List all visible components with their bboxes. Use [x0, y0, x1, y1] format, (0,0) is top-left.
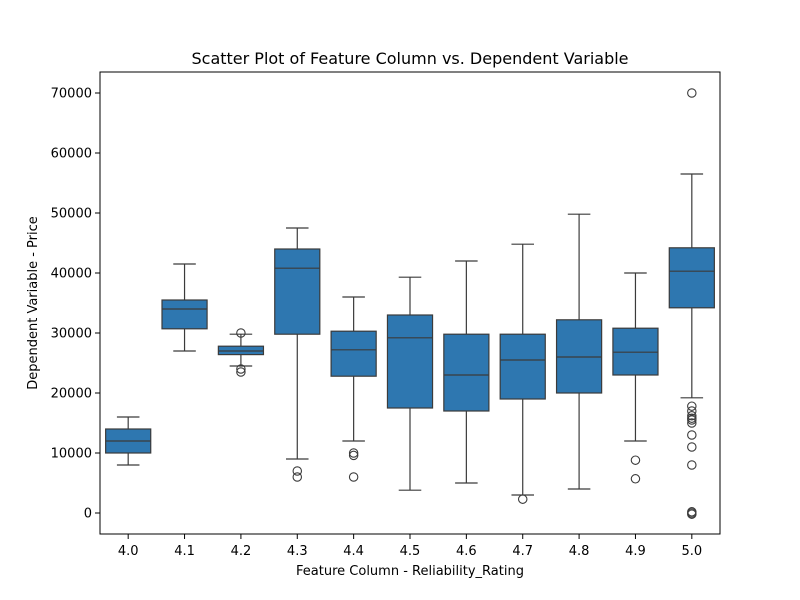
- outlier-point: [687, 509, 697, 519]
- outlier-point: [348, 448, 359, 458]
- y-tick-label: 20000: [51, 387, 92, 402]
- x-tick-label: 4.9: [625, 544, 646, 559]
- y-tick-label: 70000: [51, 87, 92, 102]
- y-tick-label: 50000: [51, 207, 92, 222]
- outlier-point: [687, 418, 697, 428]
- outlier-point: [236, 364, 246, 374]
- box-4.1: [161, 299, 208, 330]
- outlier-point: [687, 401, 697, 411]
- y-tick-label: 60000: [51, 147, 92, 162]
- outlier-point: [687, 460, 697, 470]
- box-4.4: [330, 330, 377, 377]
- outlier-point: [348, 450, 359, 461]
- x-tick-label: 4.6: [456, 544, 477, 559]
- outlier-point: [236, 328, 246, 338]
- outlier-point: [687, 415, 697, 425]
- box-4.7: [499, 333, 546, 400]
- chart-title: Scatter Plot of Feature Column vs. Depen…: [191, 49, 628, 68]
- x-tick-label: 5.0: [681, 544, 702, 559]
- y-axis-label: Dependent Variable - Price: [26, 216, 41, 390]
- outlier-point: [517, 494, 528, 504]
- outlier-point: [687, 411, 697, 421]
- outlier-point: [687, 442, 697, 452]
- outlier-point: [348, 472, 359, 482]
- outlier-point: [292, 472, 303, 482]
- x-tick-label: 4.1: [174, 544, 195, 559]
- outlier-point: [687, 406, 697, 416]
- plot-area: [105, 88, 715, 519]
- outlier-point: [687, 88, 697, 98]
- outlier-point: [292, 466, 303, 476]
- box-4.6: [443, 333, 490, 412]
- x-tick-label: 4.7: [512, 544, 533, 559]
- x-tick-label: 4.3: [287, 544, 308, 559]
- y-tick-label: 10000: [51, 447, 92, 462]
- outlier-point: [236, 367, 246, 377]
- x-axis-label: Feature Column - Reliability_Rating: [296, 564, 524, 579]
- outlier-point: [630, 455, 641, 465]
- x-tick-label: 4.0: [118, 544, 139, 559]
- x-tick-label: 4.2: [231, 544, 252, 559]
- box-4.3: [274, 248, 321, 335]
- x-tick-label: 4.4: [343, 544, 364, 559]
- y-tick-label: 30000: [51, 327, 92, 342]
- x-tick-label: 4.8: [569, 544, 590, 559]
- box-4.5: [386, 314, 434, 409]
- outlier-point: [687, 430, 697, 440]
- y-tick-label: 40000: [51, 267, 92, 282]
- y-tick-label: 0: [84, 507, 92, 522]
- box-5.0: [668, 247, 715, 309]
- x-tick-label: 4.5: [400, 544, 421, 559]
- outlier-point: [630, 474, 641, 484]
